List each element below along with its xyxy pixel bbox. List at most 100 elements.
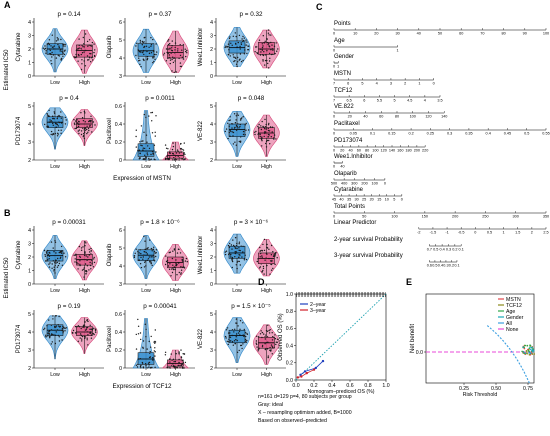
data-point — [236, 247, 238, 250]
data-point — [262, 54, 265, 57]
data-point — [141, 140, 143, 142]
data-point — [258, 267, 261, 269]
data-point — [146, 141, 148, 143]
data-point — [89, 125, 91, 127]
data-point — [152, 49, 155, 52]
data-point — [139, 39, 141, 42]
data-point — [139, 365, 142, 368]
nomogram-row: Linear Predictor -2 -1.5 -1 -0.5 0 0.5 1 1.5 2 2.5 — [334, 220, 549, 235]
data-point — [142, 258, 144, 260]
data-point — [83, 324, 86, 326]
data-point — [150, 158, 152, 160]
data-point — [150, 112, 152, 114]
y-tick-label: 5 — [210, 104, 213, 110]
data-point — [225, 45, 227, 47]
data-point — [144, 240, 146, 242]
data-point — [52, 54, 54, 56]
p-value: p = 0.14 — [58, 11, 81, 18]
y-tick-label: 6 — [119, 20, 122, 26]
data-point — [167, 148, 169, 150]
data-point — [51, 267, 53, 269]
y-tick-label: 5 — [119, 38, 122, 44]
data-point — [231, 248, 233, 250]
data-point — [271, 332, 273, 334]
data-point — [95, 331, 97, 333]
data-point — [155, 151, 157, 153]
y-tick-label: 0.4 — [286, 343, 293, 349]
data-point — [263, 273, 265, 275]
data-point — [53, 270, 55, 272]
nomogram-row: PD173074 0 20 40 60 80 100 120 140 160 180 200 220 — [333, 138, 428, 153]
data-point — [233, 245, 236, 248]
data-point — [240, 43, 243, 46]
data-point — [270, 254, 273, 256]
data-point — [270, 136, 272, 138]
p-value: p = 1.8 × 10⁻⁶ — [140, 219, 180, 226]
data-point — [135, 248, 137, 250]
data-point — [151, 132, 154, 134]
data-point — [146, 348, 148, 350]
data-point — [268, 130, 271, 132]
data-point — [140, 144, 142, 146]
y-tick-label: 0 — [119, 366, 122, 372]
data-point — [88, 248, 90, 251]
data-point — [181, 148, 183, 151]
data-point — [77, 130, 80, 132]
rug-mark: | — [361, 292, 362, 298]
data-point — [149, 350, 151, 353]
data-point — [48, 319, 50, 321]
data-point — [229, 55, 231, 57]
y-tick-label: 1 — [28, 60, 31, 66]
rug-mark: | — [302, 292, 303, 298]
nomogram-tick-label: 0.1 — [370, 132, 375, 136]
data-point — [183, 353, 185, 355]
data-point — [78, 44, 80, 47]
data-point — [261, 145, 263, 147]
violin-subplot: p = 0.37 Olaparib 3 4 5 6 Low High — [107, 11, 195, 86]
data-point — [86, 128, 88, 131]
drug-label: Wee1.Inhibitor — [198, 28, 204, 67]
x-tick-label: High — [261, 372, 272, 378]
drug-label: VE-822 — [198, 120, 204, 141]
nomogram-tick-label: 4 — [376, 82, 378, 86]
y-tick-label: 2 — [210, 158, 213, 164]
data-point — [145, 336, 147, 338]
data-point — [144, 248, 146, 250]
rug-mark: | — [326, 292, 327, 298]
data-point — [178, 351, 180, 353]
data-point — [237, 41, 239, 44]
data-point — [80, 133, 83, 136]
data-point — [235, 144, 237, 146]
data-point — [77, 48, 79, 50]
data-point — [50, 60, 52, 62]
rug-mark: | — [352, 292, 353, 298]
nomogram-tick-label: 20 — [340, 149, 344, 153]
data-point — [171, 45, 173, 47]
data-point — [58, 340, 61, 342]
x-tick-label: 0.0 — [292, 383, 299, 389]
data-point — [51, 341, 53, 343]
violin-subplot: p = 1.8 × 10⁻⁶ Olaparib 3 4 5 6 Low High — [107, 219, 195, 294]
data-point — [176, 149, 179, 151]
data-point — [239, 53, 242, 55]
data-point — [140, 266, 143, 269]
nomogram-row: Total Points 0 50 100 150 200 250 300 350 — [333, 204, 549, 219]
data-point — [178, 57, 180, 60]
data-point — [82, 246, 84, 248]
data-point — [239, 334, 241, 336]
data-point — [52, 247, 54, 249]
data-point — [47, 335, 49, 337]
data-point — [185, 50, 187, 53]
data-point — [148, 256, 150, 258]
nomogram-tick-label: 15 — [377, 198, 381, 202]
data-point — [242, 39, 245, 42]
y-tick-label: 1 — [210, 60, 213, 66]
data-point — [150, 52, 153, 54]
drug-label: Wee1.Inhibitor — [198, 236, 204, 275]
data-point — [226, 327, 229, 329]
data-point — [139, 157, 141, 159]
data-point — [245, 44, 247, 46]
data-point — [173, 57, 176, 59]
data-point — [261, 120, 263, 123]
